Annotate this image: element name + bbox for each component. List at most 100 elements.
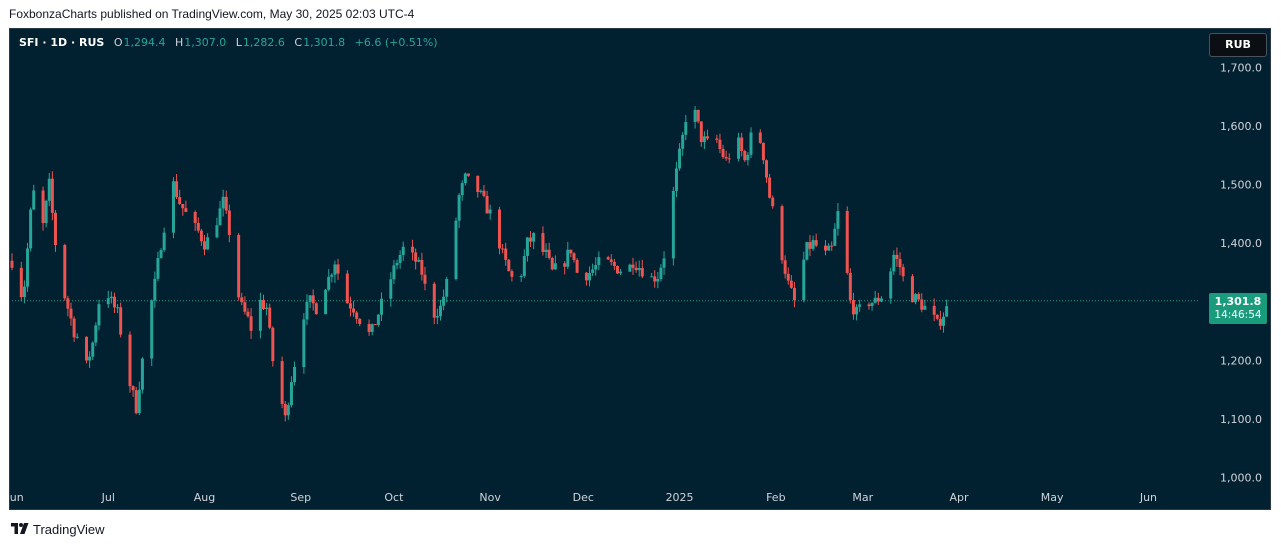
- candle: [221, 189, 225, 217]
- candle-body: [401, 246, 405, 256]
- candle: [392, 259, 396, 284]
- candle: [833, 223, 837, 247]
- candle-body: [249, 316, 253, 331]
- candle: [851, 292, 855, 320]
- candle: [373, 324, 377, 326]
- x-tick-label: Nov: [479, 491, 501, 504]
- candle-body: [702, 136, 706, 143]
- candle: [867, 302, 871, 310]
- candle-body: [547, 249, 551, 258]
- candle-body: [485, 195, 489, 214]
- candle: [488, 204, 492, 220]
- candle-body: [314, 303, 318, 315]
- candle-body: [395, 262, 399, 266]
- candle: [532, 232, 536, 250]
- candle: [479, 189, 483, 194]
- candle: [178, 189, 182, 205]
- candle-body: [268, 307, 272, 328]
- candle-body: [63, 245, 67, 299]
- candle-body: [746, 154, 750, 161]
- candle-body: [140, 358, 144, 390]
- candle-body: [898, 259, 902, 268]
- candle: [330, 273, 334, 283]
- candle: [246, 308, 250, 318]
- candle: [367, 319, 371, 336]
- candle: [572, 252, 576, 263]
- candle: [311, 289, 315, 311]
- candle: [914, 293, 918, 305]
- candle-body: [941, 316, 945, 326]
- x-tick-label: Jul: [101, 491, 115, 504]
- candle: [134, 386, 138, 415]
- candle-body: [584, 272, 588, 281]
- candle: [457, 193, 461, 229]
- candle-body: [119, 307, 123, 335]
- candle: [898, 252, 902, 276]
- symbol-label[interactable]: SFI · 1D · RUS: [19, 36, 105, 49]
- candle-body: [519, 276, 523, 278]
- candle: [352, 300, 356, 317]
- candle: [671, 186, 675, 266]
- candle-body: [811, 240, 815, 249]
- candle: [830, 241, 834, 251]
- candle-body: [131, 386, 135, 391]
- candle: [333, 260, 337, 283]
- candle-body: [802, 259, 806, 301]
- candle-body: [609, 259, 613, 262]
- candle-body: [336, 264, 340, 274]
- candle-body: [352, 308, 356, 313]
- candle-body: [910, 276, 914, 303]
- candle: [724, 150, 728, 161]
- candle: [805, 241, 809, 261]
- candle: [783, 255, 787, 279]
- candle-body: [420, 259, 424, 275]
- candle: [510, 269, 514, 282]
- candle-body: [460, 183, 464, 196]
- candle: [63, 243, 67, 301]
- chart-pane[interactable]: 1,000.01,100.01,200.01,300.01,400.01,500…: [9, 28, 1271, 510]
- candle: [199, 228, 203, 246]
- candle: [631, 257, 635, 275]
- candle: [615, 265, 619, 275]
- candle-body: [737, 137, 741, 159]
- candle-body: [308, 295, 312, 302]
- candle-body: [684, 122, 688, 135]
- candlestick-chart[interactable]: 1,000.01,100.01,200.01,300.01,400.01,500…: [10, 29, 1270, 509]
- candle-body: [29, 209, 33, 249]
- x-tick-label: Apr: [950, 491, 970, 504]
- candle: [66, 295, 70, 317]
- candle-body: [355, 312, 359, 319]
- candle-body: [417, 259, 421, 262]
- footer-brand[interactable]: TradingView: [9, 519, 105, 539]
- candle: [529, 231, 533, 248]
- candle: [442, 289, 446, 311]
- candle-body: [432, 283, 436, 318]
- candle: [271, 326, 275, 367]
- candle-body: [830, 245, 834, 247]
- candle-body: [227, 210, 231, 236]
- candle-body: [333, 264, 337, 275]
- candle-body: [591, 269, 595, 273]
- candle: [432, 281, 436, 325]
- candle-body: [134, 390, 138, 414]
- candle: [811, 235, 815, 251]
- currency-button[interactable]: RUB: [1209, 33, 1267, 57]
- candle-body: [109, 296, 113, 299]
- candle: [308, 295, 312, 309]
- candle-body: [566, 249, 570, 267]
- candle-body: [398, 255, 402, 263]
- candle-body: [650, 276, 654, 278]
- candle: [280, 356, 284, 409]
- candle: [379, 292, 383, 321]
- candle: [171, 177, 175, 239]
- candle: [702, 131, 706, 150]
- candle: [504, 242, 508, 266]
- candle: [265, 303, 269, 316]
- candle: [606, 255, 610, 260]
- candle-body: [181, 203, 185, 209]
- candle: [215, 217, 219, 239]
- candle-body: [106, 298, 110, 305]
- candle-body: [876, 297, 880, 302]
- candle: [72, 316, 76, 342]
- candle: [109, 291, 113, 304]
